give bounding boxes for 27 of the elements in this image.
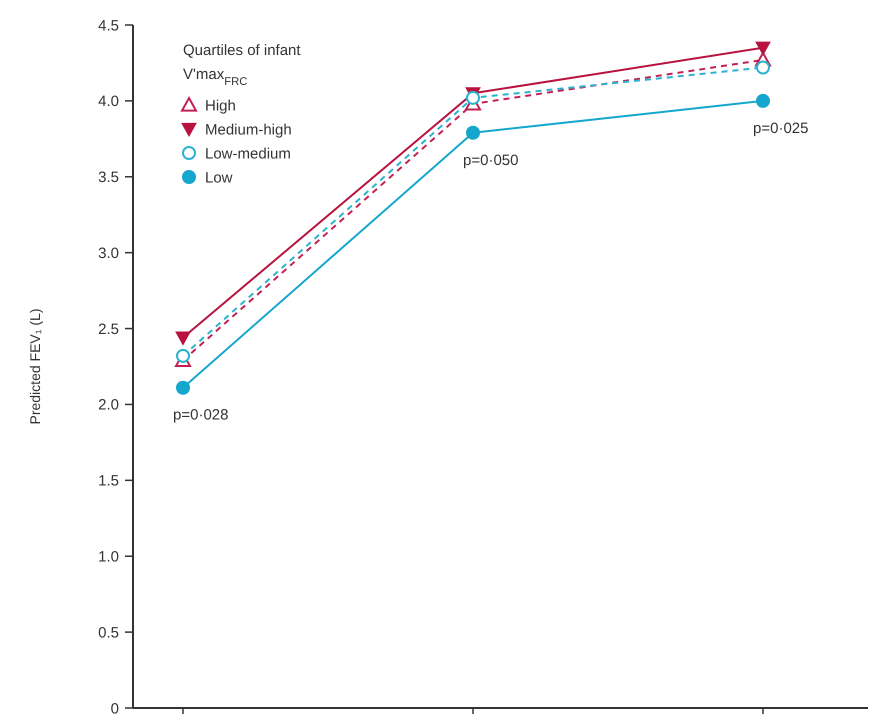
y-tick-label: 4.5 [98,17,119,34]
point [176,380,190,395]
point [176,332,190,346]
annotation: p=0·050 [463,152,518,169]
legend-label: Low [205,169,233,186]
legend-title: Quartiles of infant V'max$_{FRC}$ [183,42,302,88]
y-tick-label: 2.0 [98,396,119,414]
y-tick-label: 1.0 [98,548,119,566]
y-tick-label: 4.0 [98,93,119,110]
annotation: p=0·028 [173,406,228,424]
y-tick-label: 1.5 [98,472,119,490]
point [756,94,770,108]
point [466,126,480,140]
y-axis-title: Predicted FEV₁ (L) [27,308,43,424]
legend-label: Low-medium [205,145,291,162]
y-tick-label: 0.5 [98,624,119,642]
point [756,42,770,56]
legend-label: Medium-high [205,121,292,138]
y-tick-label: 0 [110,700,119,718]
point [176,348,190,363]
y-tick-label: 2.5 [98,320,119,338]
annotation: p=0·025 [753,120,808,137]
y-tick-label: 3.5 [98,169,119,186]
legend-label: High [205,97,236,114]
point [466,90,480,105]
point [756,60,770,74]
y-tick-label: 3.0 [98,244,119,262]
